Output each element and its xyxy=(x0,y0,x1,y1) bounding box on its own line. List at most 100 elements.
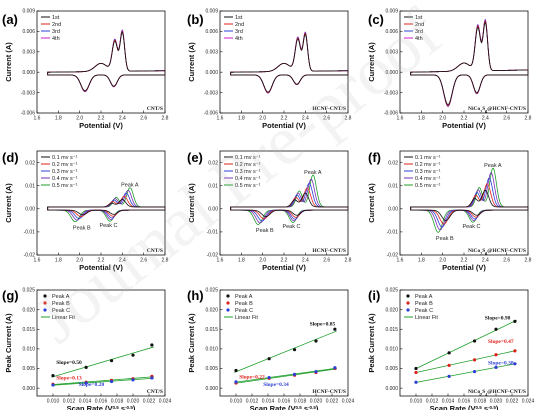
legend-entry: 0.5 mv s⁻¹ xyxy=(235,183,261,189)
legend-entry: Peak C xyxy=(52,308,70,314)
y-tick-label: 0.003 xyxy=(205,50,218,56)
x-tick-label: 2.2 xyxy=(98,258,105,264)
x-tick-label: 2.4 xyxy=(482,258,489,264)
sample-label: CNT/S xyxy=(147,248,163,254)
peak-b-label: Peak B xyxy=(256,228,274,234)
y-tick-label: 0.000 xyxy=(385,386,398,392)
y-tick-label: 0.010 xyxy=(385,347,398,353)
x-tick-label: 2.2 xyxy=(98,116,105,122)
panel-c: (c) 1.6 1.8 2.0 2.2 2.4 2.6 2.8 -0.006 -0.003 0.00… xyxy=(367,9,532,130)
x-tick-label: 0.014 xyxy=(79,399,92,405)
data-point-Peak A xyxy=(150,343,154,347)
y-tick-label: 0.000 xyxy=(205,70,218,76)
y-tick-label: 0.015 xyxy=(205,327,218,333)
y-tick-label: 0.02 xyxy=(388,160,398,166)
x-tick-label: 2.0 xyxy=(439,116,446,122)
data-point-Peak A xyxy=(292,348,297,352)
x-tick-label: 0.016 xyxy=(95,399,108,405)
data-point-Peak A xyxy=(472,339,477,343)
legend-entry: 0.5 mv s⁻¹ xyxy=(52,183,78,189)
data-point-Peak C xyxy=(51,383,55,387)
legend-entry: 0.3 mv s⁻¹ xyxy=(415,169,441,175)
sample-label: HCNF-CNT/S xyxy=(312,248,346,254)
y-axis-label: Current (A) xyxy=(367,183,376,223)
y-tick-label: -0.003 xyxy=(384,90,398,96)
x-tick-label: 1.8 xyxy=(238,258,245,264)
panel-f: (f) 1.6 1.8 2.0 2.2 2.4 2.6 2.8 -0.02 -0.01 0.00 0.… xyxy=(367,150,532,272)
legend-entry: 0.1 mv s⁻¹ xyxy=(235,155,261,161)
legend-entry: Peak C xyxy=(415,308,433,314)
x-tick-label: 2.8 xyxy=(345,258,352,264)
slope-annotation: Slope=0.85 xyxy=(310,321,336,327)
data-point-Peak A xyxy=(494,327,498,331)
panel-a: (a) 1.6 1.8 2.0 2.2 2.4 2.6 2.8 -0.006 -0.003 0.00… xyxy=(2,9,169,130)
fit-line-Peak C xyxy=(51,377,154,386)
legend-marker xyxy=(406,308,410,312)
slope-annotation: Slope=0.47 xyxy=(488,339,514,345)
y-tick-label: -0.02 xyxy=(24,253,36,259)
slope-annotation: Slope=0.20 xyxy=(79,382,105,388)
x-axis-label: Scan Rate (V0.5 s-0.5) xyxy=(430,404,499,410)
x-axis-label: Potential (V) xyxy=(442,263,486,272)
legend-marker xyxy=(43,301,47,305)
x-tick-label: 1.8 xyxy=(418,258,425,264)
legend-entry: 4th xyxy=(235,36,243,42)
data-point-Peak C xyxy=(472,370,477,374)
legend-entry: 4th xyxy=(52,36,60,42)
cv-curve-0.1 mv s⁻¹ xyxy=(47,199,166,216)
x-tick-label: 2.0 xyxy=(439,258,446,264)
data-point-Peak A xyxy=(333,327,337,331)
x-tick-label: 1.6 xyxy=(34,116,41,122)
data-point-Peak A xyxy=(513,319,517,324)
x-tick-label: 0.024 xyxy=(342,399,355,405)
y-tick-label: 0.00 xyxy=(208,206,218,212)
data-point-Peak C xyxy=(267,375,271,380)
legend-marker xyxy=(406,294,410,298)
panel-label: (f) xyxy=(368,150,381,165)
x-axis-label: Potential (V) xyxy=(442,121,486,130)
panel-label: (e) xyxy=(187,150,203,165)
x-tick-label: 1.6 xyxy=(217,258,224,264)
x-tick-label: 1.8 xyxy=(238,116,245,122)
legend-marker xyxy=(43,294,47,298)
panel-label: (h) xyxy=(187,288,204,303)
y-tick-label: 0.020 xyxy=(22,307,35,313)
slope-annotation: Slope=0.50 xyxy=(56,360,82,366)
y-tick-label: 0.025 xyxy=(385,288,398,294)
legend-entry: 0.4 mv s⁻¹ xyxy=(235,176,261,182)
x-tick-label: 2.6 xyxy=(140,258,147,264)
sample-label: HCNF-CNT/S xyxy=(312,106,346,112)
x-tick-label: 0.012 xyxy=(63,399,76,405)
legend-entry: Linear Fit xyxy=(52,315,75,321)
y-tick-label: 0.025 xyxy=(22,288,35,294)
x-tick-label: 0.024 xyxy=(522,399,535,405)
peak-c-label: Peak C xyxy=(462,224,480,230)
legend-entry: 0.5 mv s⁻¹ xyxy=(415,183,441,189)
legend-marker xyxy=(226,301,230,305)
y-tick-label: 0.006 xyxy=(385,29,398,35)
data-point-Peak B xyxy=(472,358,477,362)
data-point-Peak C xyxy=(131,378,135,382)
data-point-Peak A xyxy=(447,351,451,355)
y-axis-label: Current (A) xyxy=(187,183,196,223)
data-point-Peak A xyxy=(314,339,318,343)
panel-label: (c) xyxy=(368,12,384,27)
peak-c-label: Peak C xyxy=(282,224,300,230)
y-tick-label: -0.006 xyxy=(384,111,398,117)
x-tick-label: 2.6 xyxy=(503,116,510,122)
x-tick-label: 1.8 xyxy=(418,116,425,122)
legend-entry: Peak B xyxy=(415,301,433,307)
x-tick-label: 0.018 xyxy=(474,399,487,405)
legend-entry: 1st xyxy=(52,15,60,21)
x-tick-label: 2.0 xyxy=(259,116,266,122)
legend-entry: Linear Fit xyxy=(415,315,438,321)
legend-entry: 0.3 mv s⁻¹ xyxy=(235,169,261,175)
x-tick-label: 2.2 xyxy=(461,258,468,264)
x-tick-label: 2.8 xyxy=(345,116,352,122)
legend-entry: Peak A xyxy=(235,294,253,300)
legend-entry: 2nd xyxy=(415,22,424,28)
x-axis-label: Scan Rate (V0.5 s-0.5) xyxy=(67,404,136,410)
x-tick-label: 0.016 xyxy=(458,399,471,405)
y-tick-label: 0.010 xyxy=(205,347,218,353)
legend-entry: Peak A xyxy=(415,294,433,300)
